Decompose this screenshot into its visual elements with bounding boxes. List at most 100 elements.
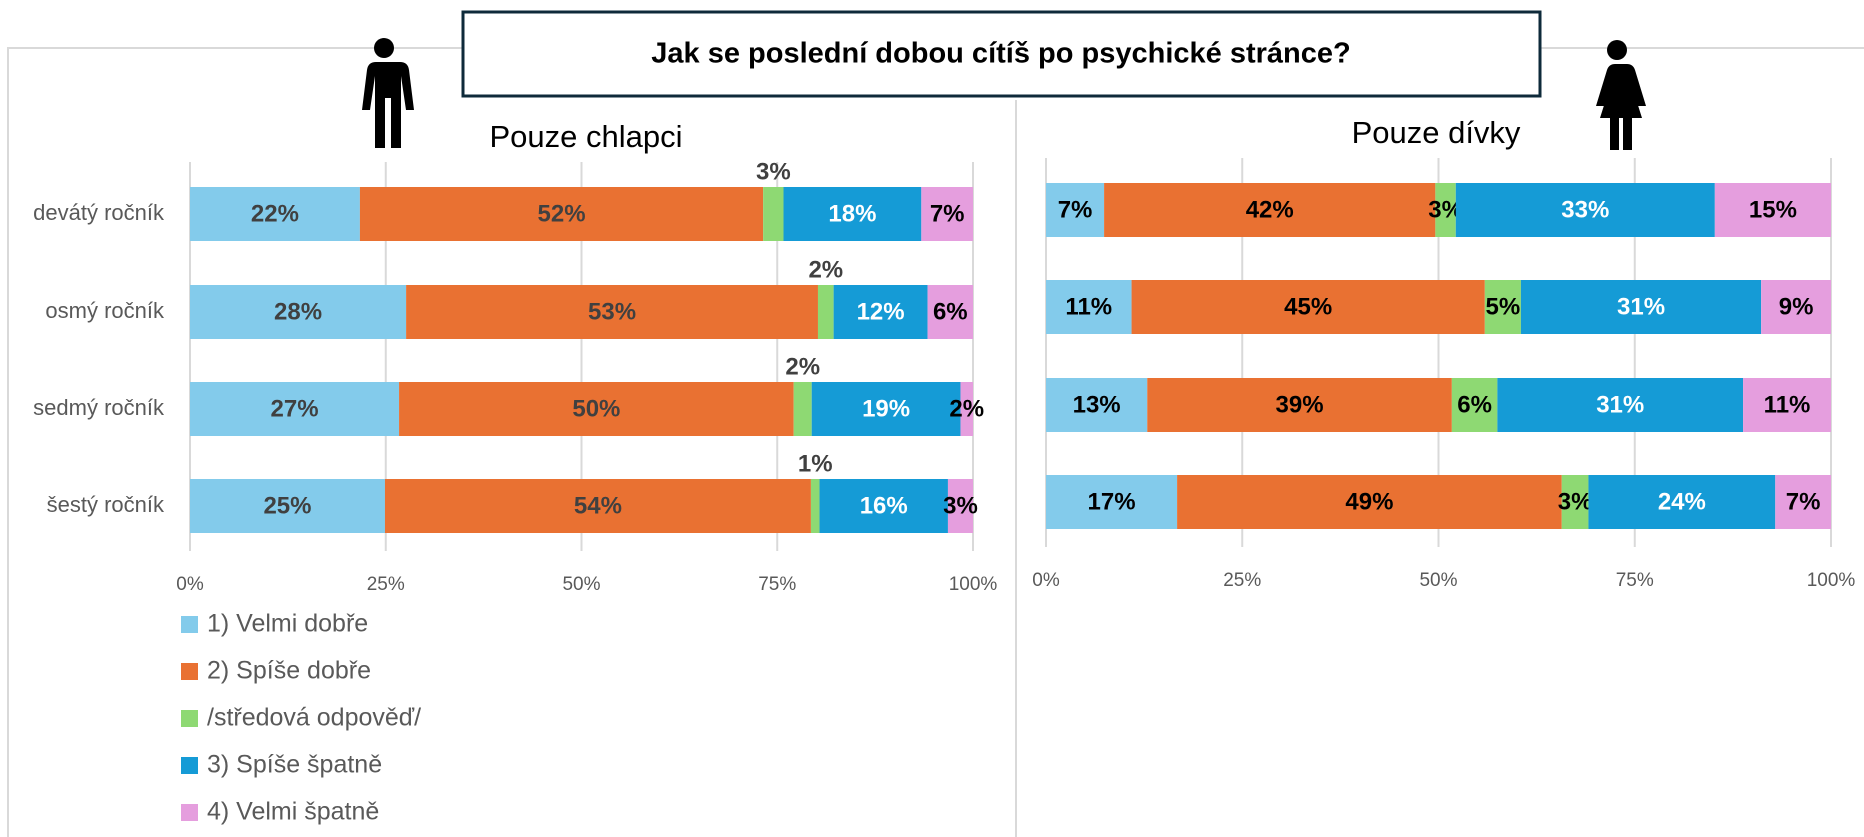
x-tick-label: 0% (1032, 570, 1060, 591)
bar-segment (1046, 475, 1178, 529)
data-label: 13% (1073, 391, 1121, 418)
data-label: 22% (251, 200, 299, 227)
chart-title: Pouze chlapci (489, 119, 682, 154)
bar-segment (921, 187, 973, 241)
legend-label: 4) Velmi špatně (207, 798, 379, 826)
data-label: 2% (808, 256, 843, 283)
bar-segment (1046, 183, 1105, 237)
data-label: 7% (930, 200, 965, 227)
bar-segment (1451, 378, 1498, 432)
data-label: 31% (1617, 293, 1665, 320)
data-label: 1% (798, 450, 833, 477)
bar-segment (811, 382, 961, 436)
data-label: 2% (785, 353, 820, 380)
legend-swatch (181, 663, 198, 680)
x-tick-label: 75% (1616, 570, 1654, 591)
x-tick-label: 50% (562, 574, 600, 595)
bar-segment (1046, 378, 1148, 432)
data-label: 3% (943, 492, 978, 519)
bar-segment (819, 479, 948, 533)
data-label: 9% (1779, 293, 1814, 320)
data-label: 12% (857, 298, 905, 325)
data-label: 53% (588, 298, 636, 325)
data-label: 39% (1276, 391, 1324, 418)
bar-segment (927, 285, 973, 339)
data-label: 15% (1749, 196, 1797, 223)
bar-segment (817, 285, 834, 339)
category-label: sedmý ročník (33, 395, 165, 420)
bar-segment (1435, 183, 1456, 237)
category-label: devátý ročník (33, 200, 165, 225)
data-label: 24% (1658, 488, 1706, 515)
bar-segment (783, 187, 922, 241)
bar-segment (1588, 475, 1776, 529)
bar-segment (810, 479, 820, 533)
legend-label: 3) Spíše špatně (207, 751, 382, 779)
x-tick-label: 25% (367, 574, 405, 595)
bar-segment (1761, 280, 1831, 334)
x-tick-label: 0% (176, 574, 204, 595)
male-icon (362, 38, 414, 148)
bar-segment (1455, 183, 1715, 237)
data-label: 17% (1088, 488, 1136, 515)
data-label: 52% (538, 200, 586, 227)
x-tick-label: 50% (1419, 570, 1457, 591)
bar-segment (793, 382, 812, 436)
bar-segment (399, 382, 794, 436)
data-label: 7% (1786, 488, 1821, 515)
data-label: 42% (1246, 196, 1294, 223)
bar-segment (1484, 280, 1521, 334)
data-label: 18% (828, 200, 876, 227)
bar-segment (1147, 378, 1452, 432)
bar-segment (1497, 378, 1744, 432)
x-tick-label: 25% (1223, 570, 1261, 591)
legend-label: 2) Spíše dobře (207, 657, 371, 685)
data-label: 6% (1457, 391, 1492, 418)
bar-segment (190, 479, 385, 533)
data-label: 2% (949, 395, 984, 422)
bar-segment (1520, 280, 1762, 334)
legend-swatch (181, 616, 198, 633)
data-label: 49% (1345, 488, 1393, 515)
x-tick-label: 100% (1807, 570, 1856, 591)
legend-swatch (181, 757, 198, 774)
data-label: 3% (756, 158, 791, 185)
bar-segment (384, 479, 811, 533)
data-label: 16% (860, 492, 908, 519)
chart-title: Pouze dívky (1352, 115, 1521, 150)
bar-segment (406, 285, 818, 339)
bar-segment (1561, 475, 1589, 529)
data-label: 6% (933, 298, 968, 325)
bar-segment (833, 285, 928, 339)
category-label: šestý ročník (47, 492, 165, 517)
bar-segment (1714, 183, 1831, 237)
data-label: 5% (1486, 293, 1521, 320)
data-label: 11% (1764, 391, 1811, 418)
bar-segment (1743, 378, 1831, 432)
bar-segment (1131, 280, 1485, 334)
data-label: 28% (274, 298, 322, 325)
x-tick-label: 100% (949, 574, 998, 595)
data-label: 50% (572, 395, 620, 422)
bar-segment (190, 285, 407, 339)
main-title: Jak se poslední dobou cítíš po psychické… (651, 38, 1350, 70)
bar-segment (190, 382, 400, 436)
bar-segment (1104, 183, 1436, 237)
bar-segment (947, 479, 973, 533)
bar-segment (1177, 475, 1562, 529)
data-label: 27% (271, 395, 319, 422)
bar-segment (763, 187, 784, 241)
data-label: 45% (1284, 293, 1332, 320)
bar-segment (1046, 280, 1132, 334)
title-box (461, 10, 1542, 98)
data-label: 54% (574, 492, 622, 519)
legend-label: 1) Velmi dobře (207, 610, 368, 638)
data-label: 33% (1561, 196, 1609, 223)
bar-segment (359, 187, 764, 241)
data-label: 19% (862, 395, 910, 422)
female-icon (1596, 40, 1646, 150)
data-label: 7% (1058, 196, 1093, 223)
legend-swatch (181, 710, 198, 727)
legend-swatch (181, 804, 198, 821)
x-tick-label: 75% (758, 574, 796, 595)
